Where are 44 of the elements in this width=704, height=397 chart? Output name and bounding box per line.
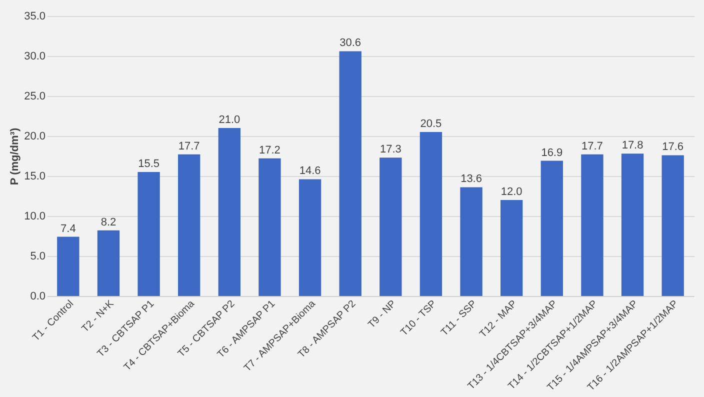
data-label: 20.5 xyxy=(420,118,442,130)
x-tick-label: T9 - NP xyxy=(366,298,399,331)
bar xyxy=(621,154,644,296)
data-label: 17.8 xyxy=(622,140,644,152)
bar xyxy=(138,172,160,296)
data-label: 14.6 xyxy=(299,165,321,178)
bar xyxy=(57,236,80,296)
bar xyxy=(500,200,523,296)
data-label: 15.5 xyxy=(138,158,160,170)
data-label: 16.9 xyxy=(541,146,563,159)
data-label: 7.4 xyxy=(60,222,76,235)
bar xyxy=(298,179,322,296)
y-tick-label: 35.0 xyxy=(24,10,46,22)
y-tick-label: 25.0 xyxy=(24,90,46,102)
data-label: 17.7 xyxy=(178,140,200,152)
bar xyxy=(258,158,281,296)
data-label: 8.2 xyxy=(100,216,116,228)
y-tick-label: 20.0 xyxy=(24,130,46,142)
data-label: 17.7 xyxy=(582,140,603,152)
data-label: 17.3 xyxy=(380,144,402,156)
x-tick-label: T11 - SSP xyxy=(439,298,480,338)
y-tick-label: 5.0 xyxy=(30,250,46,262)
data-label: 30.6 xyxy=(340,37,362,50)
y-tick-label: 10.0 xyxy=(24,210,46,222)
y-tick-label: 30.0 xyxy=(24,50,46,62)
bar xyxy=(662,155,684,296)
y-axis-title: P (mg/dm³) xyxy=(9,128,22,186)
y-tick-label: 0.0 xyxy=(30,290,46,302)
bar xyxy=(97,230,120,296)
bar xyxy=(380,158,402,296)
data-label: 13.6 xyxy=(460,173,482,186)
bar xyxy=(339,51,362,296)
bar xyxy=(540,160,563,296)
bar xyxy=(218,128,240,296)
y-tick-label: 15.0 xyxy=(24,170,46,182)
data-label: 12.0 xyxy=(500,186,522,198)
bar xyxy=(460,187,482,296)
x-tick-label: T10 - TSP xyxy=(398,298,439,338)
bar xyxy=(178,154,200,296)
data-label: 17.6 xyxy=(662,141,684,154)
bar xyxy=(420,132,442,296)
data-label: 17.2 xyxy=(259,144,280,156)
data-label: 21.0 xyxy=(218,114,240,126)
bar xyxy=(581,154,604,296)
